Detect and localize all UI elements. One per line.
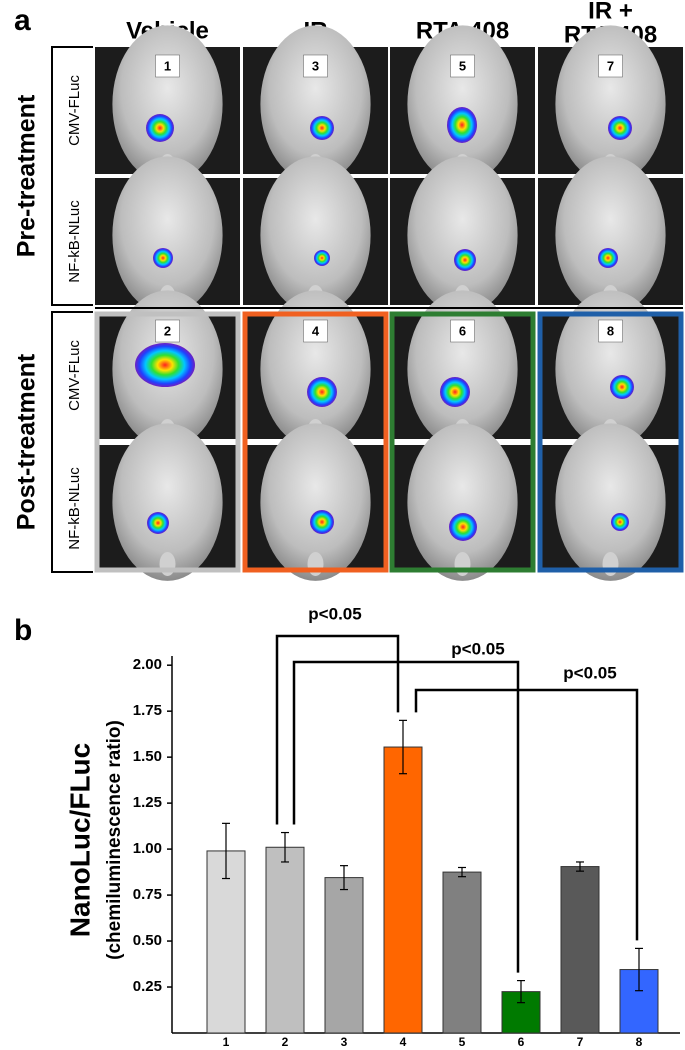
group-bracket <box>51 311 93 573</box>
image-number: 4 <box>312 323 320 338</box>
image-number-box <box>450 54 475 78</box>
group-label: Pre-treatment <box>13 94 41 257</box>
bar <box>265 846 305 1034</box>
y-tick-label: 0.75 <box>133 886 162 903</box>
x-tick-label: 6 <box>518 1035 525 1049</box>
mouse-body <box>407 25 518 183</box>
row-label: NF-kB-NLuc <box>66 467 83 550</box>
y-tick-label: 1.00 <box>133 840 162 857</box>
image-number-box <box>303 54 328 78</box>
image-number-box <box>598 54 623 78</box>
image-number: 3 <box>312 58 319 73</box>
x-tick-label: 2 <box>282 1035 289 1049</box>
image-number: 1 <box>164 58 171 73</box>
luminescence-signal <box>146 114 174 142</box>
luminescence-signal <box>598 248 618 268</box>
image-number: 2 <box>164 323 171 338</box>
luminescence-signal <box>307 377 337 407</box>
luminescence-signal <box>454 249 476 271</box>
mouse-body <box>407 423 518 581</box>
group-label: Post-treatment <box>13 353 41 530</box>
x-tick-label: 4 <box>400 1035 407 1049</box>
bar <box>383 746 423 1034</box>
mouse-body <box>260 290 371 448</box>
luminescence-signal <box>314 250 330 266</box>
significance-bracket <box>292 660 520 973</box>
luminescence-signal <box>310 510 334 534</box>
group-bracket <box>51 46 93 306</box>
luminescence-signal <box>310 116 334 140</box>
image-number-box <box>155 319 180 343</box>
luminescence-signal <box>153 248 173 268</box>
mouse-body <box>555 423 666 581</box>
mouse-body <box>407 290 518 448</box>
row-label: CMV-FLuc <box>66 75 83 146</box>
mouse-body <box>260 156 371 314</box>
significance-bracket <box>275 634 400 825</box>
luminescence-signal <box>135 343 195 387</box>
column-header: IR + <box>588 0 633 24</box>
mouse-body <box>555 25 666 183</box>
x-tick-label: 1 <box>223 1035 230 1049</box>
bar <box>442 871 482 1034</box>
bar <box>560 866 600 1034</box>
luminescence-signal <box>611 513 629 531</box>
mouse-body <box>112 423 223 581</box>
image-number-box <box>303 319 328 343</box>
x-tick-label: 3 <box>341 1035 348 1049</box>
luminescence-signal <box>610 375 634 399</box>
y-tick-label: 0.50 <box>133 932 162 949</box>
mouse-body <box>260 25 371 183</box>
significance-label: p<0.05 <box>563 663 616 682</box>
image-number-box <box>598 319 623 343</box>
y-tick-label: 0.25 <box>133 978 162 995</box>
significance-label: p<0.05 <box>308 604 361 623</box>
y-tick-label: 2.00 <box>133 656 162 673</box>
luminescence-signal <box>608 116 632 140</box>
mouse-body <box>555 156 666 314</box>
mouse-body <box>555 290 666 448</box>
treatment-border <box>94 311 241 573</box>
image-number-box <box>155 54 180 78</box>
mouse-body <box>112 25 223 183</box>
image-number: 5 <box>459 58 466 73</box>
luminescence-signal <box>449 513 477 541</box>
row-label: NF-kB-NLuc <box>66 200 83 283</box>
image-number: 7 <box>607 58 614 73</box>
y-tick-label: 1.50 <box>133 748 162 765</box>
x-tick-label: 8 <box>636 1035 643 1049</box>
treatment-border <box>242 311 389 573</box>
bar <box>324 877 364 1034</box>
x-tick-label: 5 <box>459 1035 466 1049</box>
y-axis-title: NanoLuc/FLuc <box>64 743 95 937</box>
image-number-box <box>450 319 475 343</box>
bar <box>206 850 246 1034</box>
panel-label: b <box>14 614 32 647</box>
panel-label: a <box>14 4 31 37</box>
row-label: CMV-FLuc <box>66 340 83 411</box>
mouse-body <box>260 423 371 581</box>
significance-bracket <box>414 688 639 941</box>
treatment-border <box>389 311 536 573</box>
x-tick-label: 7 <box>577 1035 584 1049</box>
y-tick-label: 1.25 <box>133 794 162 811</box>
treatment-border <box>537 311 684 573</box>
luminescence-signal <box>447 107 477 143</box>
mouse-body <box>407 156 518 314</box>
y-tick-label: 1.75 <box>133 702 162 719</box>
image-number: 8 <box>607 323 614 338</box>
luminescence-signal <box>147 512 169 534</box>
image-number: 6 <box>459 323 466 338</box>
luminescence-signal <box>440 377 470 407</box>
significance-label: p<0.05 <box>451 639 504 658</box>
mouse-body <box>112 156 223 314</box>
y-axis-subtitle: (chemiluminescence ratio) <box>104 720 125 960</box>
